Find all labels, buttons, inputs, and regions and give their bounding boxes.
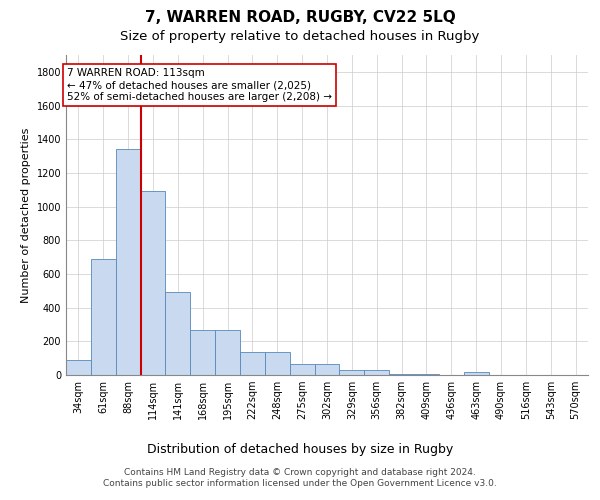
Bar: [215, 330, 240, 375]
Bar: [464, 372, 488, 375]
Bar: [190, 330, 215, 375]
Y-axis label: Number of detached properties: Number of detached properties: [21, 128, 31, 302]
Bar: [364, 370, 389, 375]
Bar: [66, 360, 91, 375]
Bar: [91, 259, 116, 375]
Bar: [414, 374, 439, 375]
Bar: [166, 292, 190, 375]
Text: Contains HM Land Registry data © Crown copyright and database right 2024.
Contai: Contains HM Land Registry data © Crown c…: [103, 468, 497, 487]
Text: 7, WARREN ROAD, RUGBY, CV22 5LQ: 7, WARREN ROAD, RUGBY, CV22 5LQ: [145, 10, 455, 25]
Bar: [265, 352, 290, 375]
Bar: [240, 352, 265, 375]
Bar: [290, 364, 314, 375]
Bar: [389, 374, 414, 375]
Bar: [340, 370, 364, 375]
Text: Size of property relative to detached houses in Rugby: Size of property relative to detached ho…: [121, 30, 479, 43]
Bar: [140, 192, 166, 375]
Text: 7 WARREN ROAD: 113sqm
← 47% of detached houses are smaller (2,025)
52% of semi-d: 7 WARREN ROAD: 113sqm ← 47% of detached …: [67, 68, 332, 102]
Bar: [314, 364, 340, 375]
Bar: [116, 150, 140, 375]
Text: Distribution of detached houses by size in Rugby: Distribution of detached houses by size …: [147, 442, 453, 456]
